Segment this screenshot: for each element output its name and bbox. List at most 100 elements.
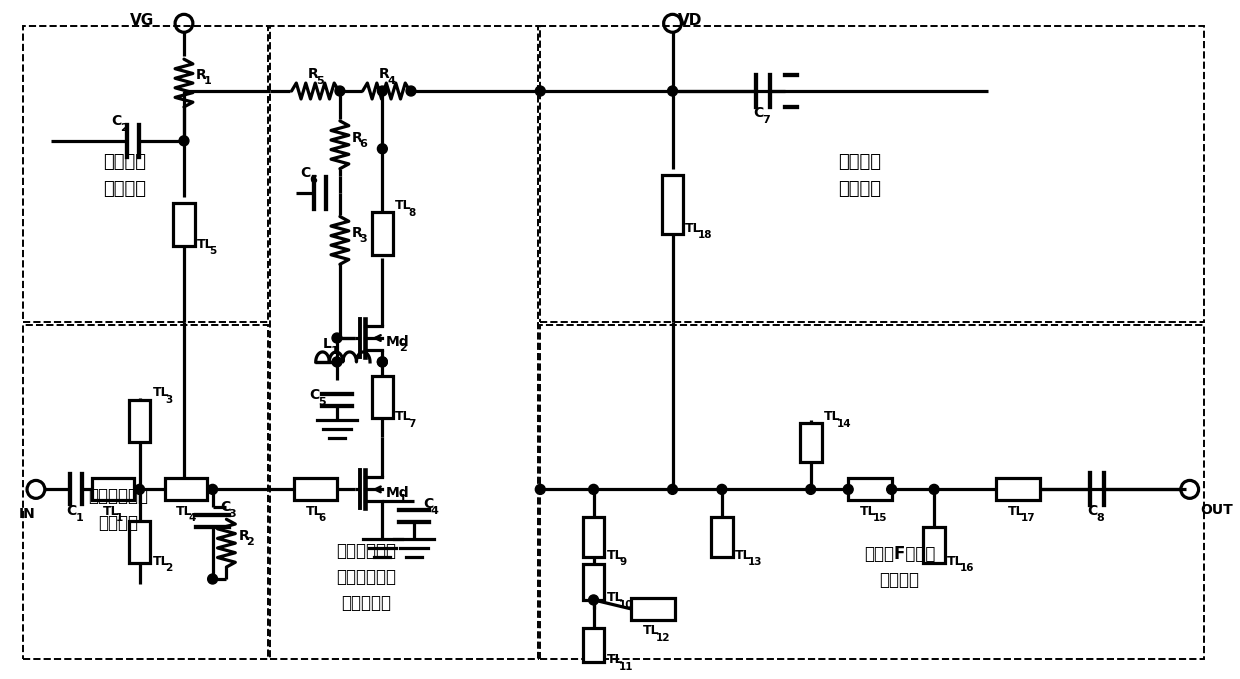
Text: TL: TL <box>197 238 213 251</box>
Circle shape <box>589 484 599 494</box>
Bar <box>92 479 134 500</box>
Text: VD: VD <box>677 13 702 28</box>
Text: 3: 3 <box>360 234 367 244</box>
Bar <box>583 564 604 600</box>
Text: Md: Md <box>386 335 409 349</box>
Text: C: C <box>300 166 311 180</box>
Bar <box>129 400 150 441</box>
Text: 漏极供电
偏置网络: 漏极供电 偏置网络 <box>838 153 882 198</box>
Text: R: R <box>352 226 362 240</box>
Text: L: L <box>324 337 332 351</box>
Text: 5: 5 <box>319 397 326 407</box>
Bar <box>662 175 683 234</box>
Text: 栅源补偿型二
堆叠自偏置功
率放大网络: 栅源补偿型二 堆叠自偏置功 率放大网络 <box>336 542 397 612</box>
Bar <box>541 26 1204 322</box>
Text: C: C <box>67 504 77 518</box>
Text: 16: 16 <box>960 563 975 573</box>
Circle shape <box>929 484 939 494</box>
Text: 4: 4 <box>430 507 439 516</box>
Text: C: C <box>423 497 433 511</box>
Text: 7: 7 <box>763 115 770 125</box>
Bar <box>270 26 538 659</box>
Circle shape <box>667 484 677 494</box>
Bar <box>372 212 393 255</box>
Circle shape <box>332 357 342 367</box>
Text: 1: 1 <box>115 513 123 524</box>
Circle shape <box>843 484 853 494</box>
Bar <box>165 479 207 500</box>
Text: 14: 14 <box>836 419 851 428</box>
Circle shape <box>536 86 546 96</box>
Circle shape <box>207 484 217 494</box>
Text: 栅极供电
偏置网络: 栅极供电 偏置网络 <box>103 153 146 198</box>
Text: 2: 2 <box>247 537 254 547</box>
Bar <box>24 325 268 659</box>
Text: 1: 1 <box>76 513 83 524</box>
Text: 15: 15 <box>873 513 888 524</box>
Text: 6: 6 <box>319 513 325 524</box>
Text: 8: 8 <box>1096 513 1104 524</box>
Text: 11: 11 <box>619 661 634 672</box>
Bar <box>800 422 822 462</box>
Text: TL: TL <box>396 199 412 212</box>
Text: 输入基波匹配
稳定网络: 输入基波匹配 稳定网络 <box>88 487 148 532</box>
Bar <box>583 517 604 557</box>
Text: 2: 2 <box>120 123 128 133</box>
Text: TL: TL <box>1008 504 1024 518</box>
Text: R: R <box>196 68 207 82</box>
Text: TL: TL <box>103 504 120 518</box>
Text: C: C <box>110 114 122 128</box>
Circle shape <box>887 484 897 494</box>
Text: 10: 10 <box>619 600 634 610</box>
Bar <box>924 527 945 563</box>
Text: 4: 4 <box>188 513 196 524</box>
Text: 13: 13 <box>748 557 763 567</box>
Text: R: R <box>352 131 362 145</box>
Text: 4: 4 <box>387 76 396 86</box>
Bar <box>541 325 1204 659</box>
Text: 1: 1 <box>399 494 407 504</box>
Text: 1: 1 <box>331 346 339 356</box>
Bar <box>372 376 393 418</box>
Text: 5: 5 <box>316 76 324 86</box>
Circle shape <box>405 86 415 96</box>
Text: 6: 6 <box>360 139 367 149</box>
Bar <box>174 202 195 246</box>
Circle shape <box>536 484 546 494</box>
Bar <box>129 521 150 563</box>
Text: TL: TL <box>686 222 702 235</box>
Text: TL: TL <box>947 555 963 568</box>
Text: TL: TL <box>176 504 192 518</box>
Text: C: C <box>221 500 231 514</box>
Text: 18: 18 <box>698 230 713 240</box>
Text: TL: TL <box>606 549 622 562</box>
Circle shape <box>335 86 345 96</box>
Text: TL: TL <box>642 624 660 638</box>
Circle shape <box>806 484 816 494</box>
Text: IN: IN <box>19 507 36 521</box>
Circle shape <box>377 144 387 153</box>
Circle shape <box>377 357 387 367</box>
Circle shape <box>207 574 217 584</box>
Text: TL: TL <box>153 386 169 399</box>
Text: Md: Md <box>386 486 409 500</box>
Bar <box>24 26 268 322</box>
Bar <box>583 628 604 661</box>
Text: 2: 2 <box>165 563 172 573</box>
Text: 12: 12 <box>656 633 671 643</box>
Text: TL: TL <box>735 549 751 562</box>
Bar <box>294 479 337 500</box>
Text: TL: TL <box>606 653 622 666</box>
Text: 3: 3 <box>228 509 236 519</box>
Text: 连续逆F类输出
匹配网络: 连续逆F类输出 匹配网络 <box>864 545 935 589</box>
Text: VG: VG <box>130 13 154 28</box>
Text: TL: TL <box>153 555 169 568</box>
Text: R: R <box>308 67 319 81</box>
Text: 7: 7 <box>408 419 415 428</box>
Text: TL: TL <box>861 504 877 518</box>
Text: TL: TL <box>823 410 841 423</box>
Circle shape <box>179 136 188 146</box>
Text: TL: TL <box>396 410 412 423</box>
Circle shape <box>377 86 387 96</box>
Text: R: R <box>238 529 249 543</box>
